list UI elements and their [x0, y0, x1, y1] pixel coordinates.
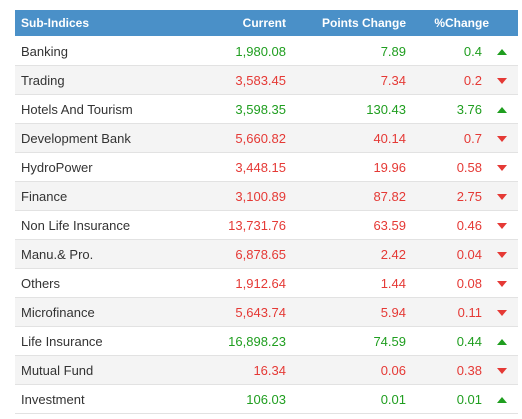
trend-arrow-shape — [497, 252, 507, 258]
index-name: Microfinance — [21, 305, 95, 320]
percent-change: 0.46 — [456, 218, 482, 233]
percent-change: 2.75 — [456, 189, 482, 204]
percent-change: 0.7 — [463, 131, 482, 146]
trend-arrow — [497, 107, 507, 113]
trend-arrow-shape — [497, 310, 507, 316]
trend-arrow-shape — [497, 78, 507, 84]
points-change: 7.89 — [380, 44, 406, 59]
trend-arrow-shape — [497, 281, 507, 287]
table-row — [15, 269, 518, 298]
points-change: 19.96 — [373, 160, 406, 175]
index-name: Others — [21, 276, 61, 291]
percent-change: 0.11 — [457, 305, 482, 320]
trend-arrow — [497, 368, 507, 374]
header-cell: Sub-Indices — [21, 16, 90, 30]
trend-arrow — [497, 281, 507, 287]
index-name: Mutual Fund — [21, 363, 94, 378]
trend-arrow — [497, 194, 507, 200]
table-row — [15, 298, 518, 327]
index-name: Manu.& Pro. — [21, 247, 94, 262]
trend-arrow-shape — [497, 339, 507, 345]
trend-arrow-shape — [497, 223, 507, 229]
current-value: 106.03 — [246, 392, 286, 407]
trend-arrow-shape — [497, 136, 507, 142]
current-value: 5,660.82 — [235, 131, 286, 146]
trend-arrow-shape — [497, 368, 507, 374]
table-row — [15, 385, 518, 414]
trend-arrow — [497, 339, 507, 345]
trend-arrow-shape — [497, 397, 507, 403]
percent-change: 0.08 — [456, 276, 482, 291]
header-cell: Current — [242, 16, 286, 30]
current-value: 16.34 — [253, 363, 286, 378]
trend-arrow — [497, 252, 507, 258]
index-name: Finance — [21, 189, 68, 204]
header-bar — [15, 10, 518, 36]
index-name: Development Bank — [21, 131, 131, 146]
current-value: 3,448.15 — [235, 160, 286, 175]
points-change: 5.94 — [380, 305, 406, 320]
percent-change: 0.04 — [456, 247, 482, 262]
percent-change: 0.44 — [456, 334, 482, 349]
current-value: 3,583.45 — [235, 73, 286, 88]
current-value: 3,598.35 — [235, 102, 286, 117]
trend-arrow — [497, 136, 507, 142]
current-value: 3,100.89 — [235, 189, 286, 204]
index-name: Non Life Insurance — [21, 218, 131, 233]
current-value: 1,912.64 — [235, 276, 286, 291]
trend-arrow-shape — [497, 194, 507, 200]
trend-arrow — [497, 49, 507, 55]
index-name: Hotels And Tourism — [21, 102, 133, 117]
current-value: 5,643.74 — [235, 305, 286, 320]
table-row — [15, 211, 518, 240]
points-change: 1.44 — [380, 276, 406, 291]
table-row — [15, 95, 518, 124]
current-value: 6,878.65 — [235, 247, 286, 262]
current-value: 1,980.08 — [235, 44, 286, 59]
table-row — [15, 153, 518, 182]
header-cell: %Change — [434, 16, 489, 30]
points-change: 40.14 — [373, 131, 406, 146]
table-row — [15, 37, 518, 66]
index-name: Trading — [21, 73, 65, 88]
points-change: 130.43 — [366, 102, 406, 117]
index-name: Investment — [21, 392, 85, 407]
percent-change: 0.4 — [463, 44, 482, 59]
points-change: 2.42 — [380, 247, 406, 262]
trend-arrow — [497, 78, 507, 84]
trend-arrow-shape — [497, 49, 507, 55]
percent-change: 0.01 — [456, 392, 482, 407]
table-row — [15, 182, 518, 211]
table-row — [15, 66, 518, 95]
points-change: 7.34 — [380, 73, 406, 88]
percent-change: 0.38 — [456, 363, 482, 378]
points-change: 74.59 — [373, 334, 406, 349]
trend-arrow — [497, 223, 507, 229]
percent-change: 3.76 — [456, 102, 482, 117]
percent-change: 0.2 — [463, 73, 482, 88]
points-change: 0.06 — [380, 363, 406, 378]
trend-arrow — [497, 310, 507, 316]
points-change: 87.82 — [373, 189, 406, 204]
index-name: Life Insurance — [21, 334, 103, 349]
trend-arrow-shape — [497, 107, 507, 113]
table-row — [15, 240, 518, 269]
index-name: Banking — [21, 44, 68, 59]
percent-change: 0.58 — [456, 160, 482, 175]
trend-arrow — [497, 397, 507, 403]
trend-arrow — [497, 165, 507, 171]
points-change: 0.01 — [380, 392, 406, 407]
index-name: HydroPower — [21, 160, 93, 175]
points-change: 63.59 — [373, 218, 406, 233]
header-cell: Points Change — [321, 16, 406, 30]
table-row — [15, 356, 518, 385]
current-value: 13,731.76 — [228, 218, 286, 233]
current-value: 16,898.23 — [228, 334, 286, 349]
trend-arrow-shape — [497, 165, 507, 171]
table-row — [15, 124, 518, 153]
table-row — [15, 327, 518, 356]
